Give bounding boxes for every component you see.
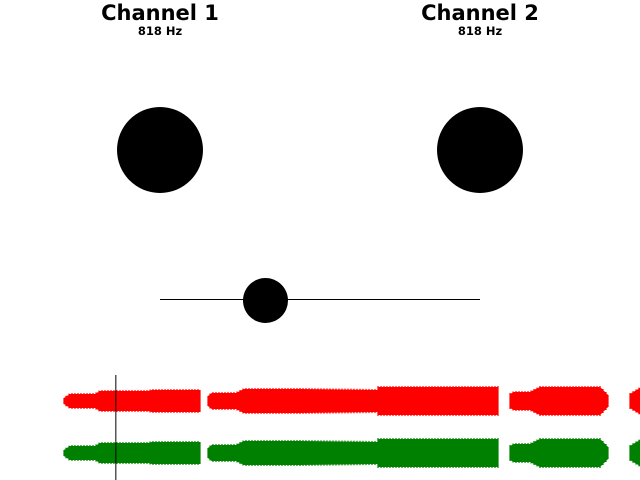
channel-1-knob[interactable]	[117, 107, 203, 193]
channel-2-knob[interactable]	[437, 107, 523, 193]
channel-1-waveform	[63, 386, 640, 416]
channel-2-waveform	[63, 438, 640, 468]
channel-1-title: Channel 1	[101, 1, 219, 25]
waveform-display[interactable]	[0, 370, 640, 480]
channel-2-frequency: 818 Hz	[457, 24, 503, 38]
balance-slider-track[interactable]	[160, 299, 480, 300]
channel-2-title: Channel 2	[421, 1, 539, 25]
balance-slider-handle[interactable]	[243, 278, 289, 323]
channel-1-frequency: 818 Hz	[137, 24, 183, 38]
